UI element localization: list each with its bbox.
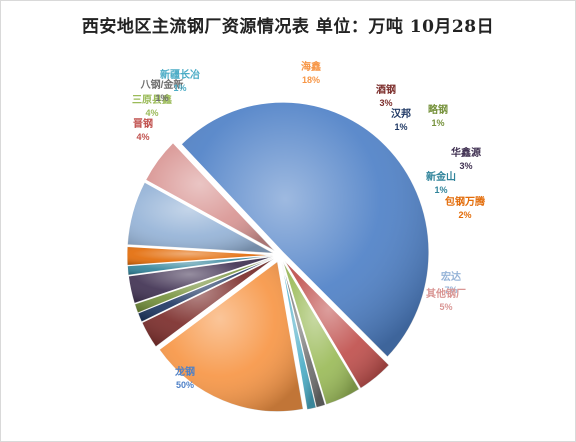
pie-slice-shading-11 (127, 255, 274, 276)
slice-label-2: 晋钢 (133, 117, 153, 130)
slice-percent-9: 1% (431, 118, 444, 128)
pie-slice-shading-4 (281, 261, 326, 408)
pie-slice-shading-12 (127, 246, 274, 266)
slice-percent-1: 50% (176, 380, 194, 390)
pie-slice-shading-10 (128, 256, 274, 304)
slice-percent-3: 4% (145, 108, 158, 118)
slice-percent-5: 1% (173, 83, 186, 93)
slice-percent-7: 3% (379, 98, 392, 108)
slice-percent-14: 5% (439, 302, 452, 312)
pie-slices (126, 101, 430, 412)
pie-slice-shading-8 (137, 257, 274, 322)
slice-label-7: 酒钢 (376, 83, 396, 96)
slice-label-12: 包钢万腾 (445, 195, 486, 208)
pie-slice-shading-2 (284, 260, 390, 389)
slice-percent-12: 2% (458, 210, 471, 220)
slice-percent-11: 1% (434, 185, 447, 195)
pie-slice-shading-3 (282, 261, 360, 405)
pie-slice-shading-6 (159, 261, 304, 412)
chart-title: 西安地区主流钢厂资源情况表 单位：万吨 10月28日 (81, 17, 495, 37)
pie-slice-shading-7 (141, 258, 274, 347)
pie-slice-shading-5 (281, 261, 317, 410)
slice-percent-10: 3% (459, 161, 472, 171)
slice-label-13: 宏达 (441, 270, 461, 283)
slice-label-4: 八钢/金新 (140, 78, 184, 91)
pie-slice-shading-1 (181, 102, 429, 357)
slice-label-10: 华鑫源 (451, 146, 481, 159)
pie-slice-shading-14 (145, 142, 275, 251)
slice-label-5: 新疆长冶 (160, 68, 200, 81)
slice-label-8: 汉邦 (391, 107, 411, 120)
slice-percent-6: 18% (302, 75, 320, 85)
pie-labels: 龙钢50%晋钢4%三原县鑫4%八钢/金新1%新疆长冶1%海鑫18%酒钢3%汉邦1… (132, 60, 486, 390)
slice-label-1: 龙钢 (174, 365, 195, 378)
slice-label-9: 略钢 (428, 103, 448, 116)
slice-percent-2: 4% (136, 132, 149, 142)
pie-slice-shading-13 (127, 182, 274, 254)
slice-label-6: 海鑫 (301, 60, 321, 73)
slice-percent-13: 7% (444, 285, 457, 295)
slice-percent-4: 1% (155, 93, 168, 103)
slice-percent-8: 1% (394, 122, 407, 132)
slice-label-11: 新金山 (426, 170, 456, 183)
pie-slice-shading-9 (134, 257, 274, 313)
slice-label-14: 其他钢厂 (426, 287, 466, 300)
slice-label-3: 三原县鑫 (132, 93, 172, 106)
